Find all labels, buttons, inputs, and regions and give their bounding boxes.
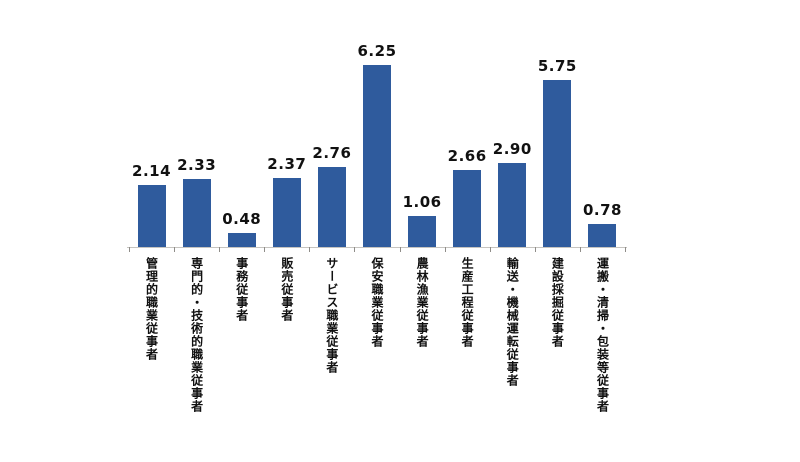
category-label-5: 保安職業従事者 [370,257,384,348]
bar-7 [453,169,482,247]
bar-4 [317,166,346,247]
category-label-4: サービス職業従事者 [324,257,339,374]
x-axis-tick [400,247,401,252]
bar-0 [137,184,166,247]
x-axis-tick [264,247,265,252]
x-axis-tick [174,247,175,252]
bar-8 [498,162,527,247]
category-label-6: 農林漁業従事者 [415,257,430,348]
category-label-10: 運搬・清掃・包装等従事者 [595,257,610,413]
category-label-1: 専門的・技術的職業従事者 [189,257,204,413]
x-axis-tick [535,247,536,252]
data-label-1: 2.33 [177,156,217,175]
category-label-9: 建設採掘従事者 [550,257,565,348]
plot-area: 2.14 2.33 0.48 2.37 2.76 6.25 1.06 2.66 2.90 5.75… [129,0,625,247]
x-axis-ticks [129,247,626,253]
category-label-8: 輸送・機械運転従事者 [505,257,520,387]
data-label-5: 6.25 [357,42,397,61]
x-axis-category-labels: 管理的職業従事者 専門的・技術的職業従事者 事務従事者 販売従事者 サービス職業従事者 保… [129,257,625,462]
category-label-7: 生産工程従事者 [460,257,475,348]
bar-3 [272,178,301,247]
category-label-3: 販売従事者 [279,257,294,322]
x-axis-tick [129,247,130,252]
bar-2 [227,233,256,247]
x-axis-tick [580,247,581,252]
data-label-8: 2.90 [492,139,532,158]
bar-9 [543,79,572,247]
x-axis-line [127,247,627,248]
x-axis-tick [625,247,626,252]
x-axis-tick [309,247,310,252]
bar-10 [588,224,617,247]
data-label-3: 2.37 [267,155,307,174]
bar-6 [408,216,437,247]
category-label-0: 管理的職業従事者 [144,257,159,361]
data-label-10: 0.78 [582,201,622,220]
data-label-7: 2.66 [447,146,487,165]
category-label-2: 事務従事者 [234,257,249,322]
data-label-6: 1.06 [402,193,442,212]
x-axis-tick [490,247,491,252]
data-label-9: 5.75 [537,56,577,75]
data-label-4: 2.76 [312,143,352,162]
bar-1 [182,179,211,247]
data-label-2: 0.48 [222,210,262,229]
data-label-0: 2.14 [132,161,172,180]
x-axis-tick [219,247,220,252]
bar-5 [363,65,391,247]
x-axis-tick [445,247,446,252]
x-axis-tick [354,247,355,252]
